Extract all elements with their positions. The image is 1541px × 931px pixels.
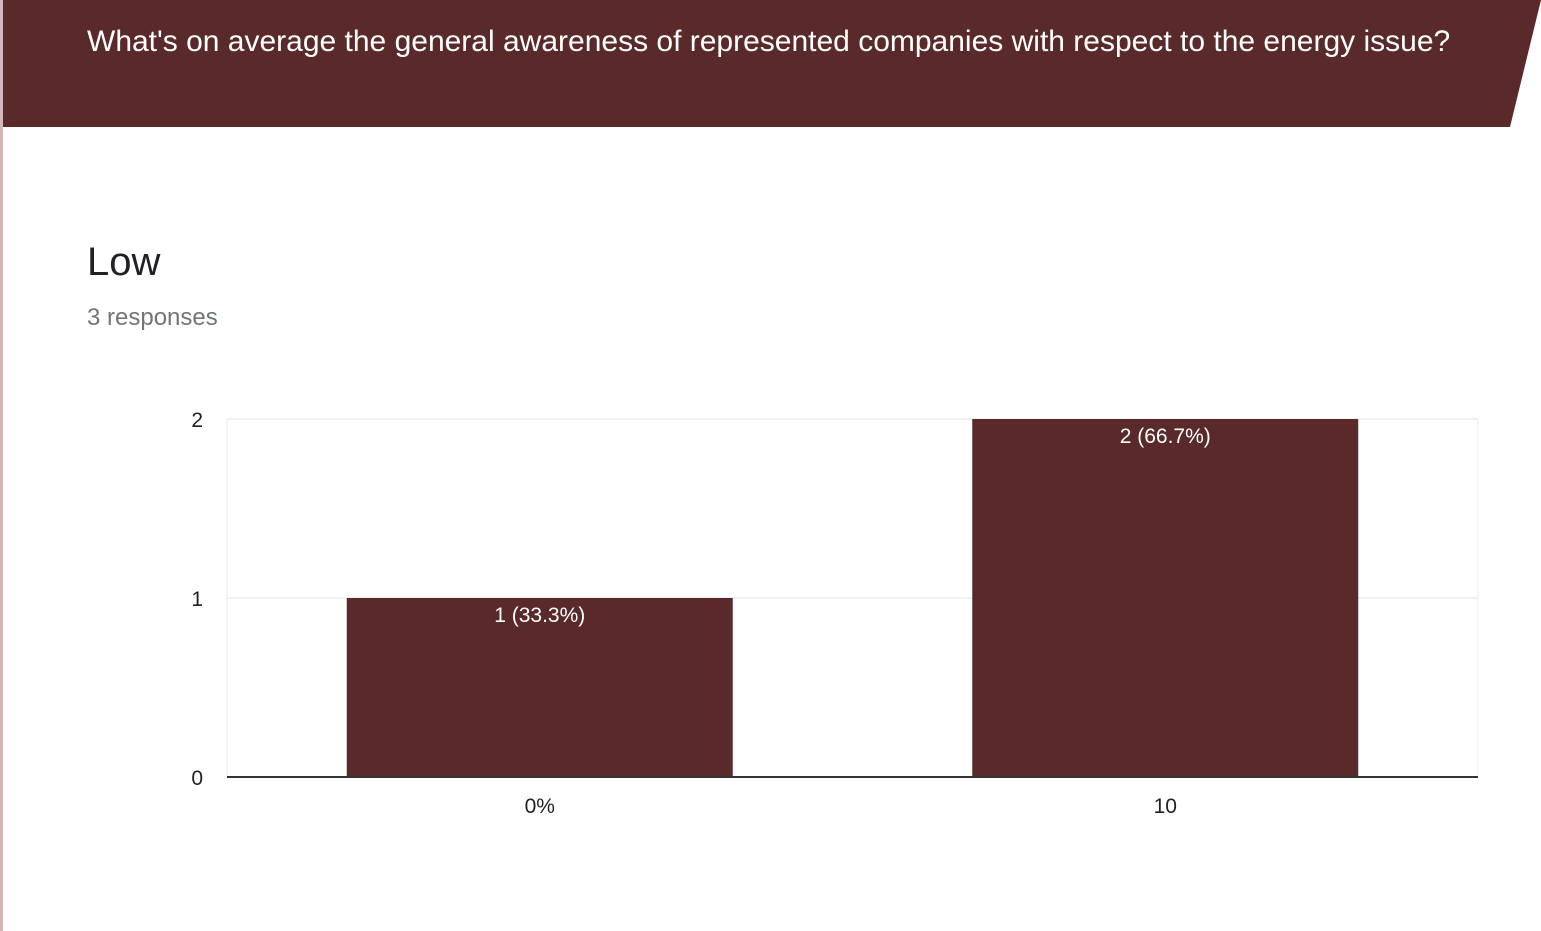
response-count: 3 responses [87, 304, 218, 331]
bar-data-label: 2 (66.7%) [1120, 425, 1211, 448]
chart-title: Low [87, 240, 161, 284]
y-tick-label: 2 [191, 409, 203, 432]
y-tick-label: 0 [191, 767, 203, 790]
x-tick-label: 0% [525, 795, 555, 818]
y-tick-label: 1 [191, 588, 203, 611]
bar-data-label: 1 (33.3%) [494, 604, 585, 627]
left-border [0, 0, 3, 931]
x-tick-label: 10 [1154, 795, 1177, 818]
bar [972, 419, 1359, 777]
question-banner [3, 0, 1541, 127]
bar [346, 598, 733, 777]
question-title: What's on average the general awareness … [87, 25, 1451, 58]
